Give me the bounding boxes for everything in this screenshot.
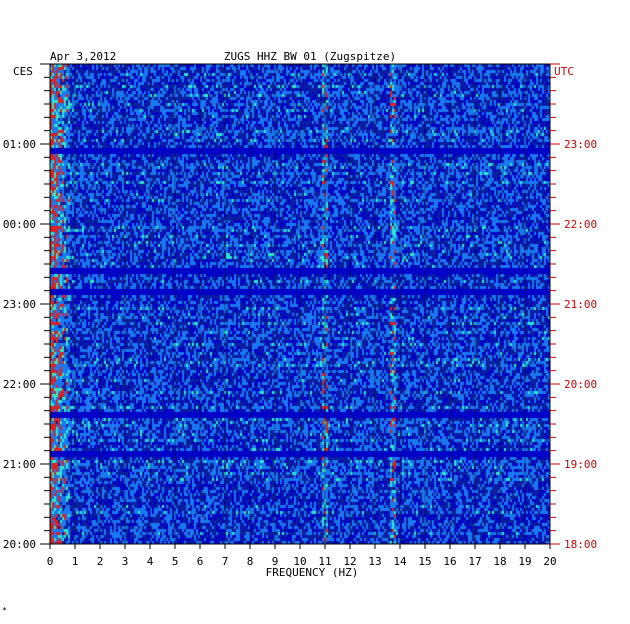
corner-mark: * [2, 606, 7, 615]
left-time-label: 20:00 [3, 538, 36, 551]
right-time-label: 18:00 [564, 538, 597, 551]
right-time-axis: 23:00 22:00 21:00 20:00 19:00 18:00 [550, 63, 597, 551]
right-timezone-label: UTC [554, 65, 574, 78]
frequency-gridlines [49, 64, 551, 544]
x-tick-label: 20 [543, 555, 556, 568]
right-time-label: 21:00 [564, 298, 597, 311]
right-time-label: 19:00 [564, 458, 597, 471]
x-tick-label: 1 [72, 555, 79, 568]
x-axis-label: FREQUENCY (HZ) [266, 566, 359, 579]
x-tick-label: 8 [247, 555, 254, 568]
x-tick-label: 5 [172, 555, 179, 568]
x-tick-label: 16 [443, 555, 456, 568]
x-tick-label: 17 [468, 555, 481, 568]
x-tick-label: 0 [47, 555, 54, 568]
x-axis: 0 1 2 3 4 5 6 7 8 9 10 11 12 13 14 15 16 17 18 19 20 [47, 544, 557, 568]
right-time-label: 23:00 [564, 138, 597, 151]
x-tick-label: 11 [318, 555, 331, 568]
left-time-label: 21:00 [3, 458, 36, 471]
x-tick-label: 7 [222, 555, 229, 568]
station-title: ZUGS HHZ BW 01 (Zugspitze) [224, 50, 396, 63]
x-tick-label: 14 [393, 555, 407, 568]
date-label: Apr 3,2012 [50, 50, 116, 63]
x-tick-label: 15 [418, 555, 431, 568]
x-tick-label: 6 [197, 555, 204, 568]
left-time-label: 01:00 [3, 138, 36, 151]
x-tick-label: 2 [97, 555, 104, 568]
x-tick-label: 10 [293, 555, 306, 568]
x-tick-label: 3 [122, 555, 129, 568]
x-tick-label: 19 [518, 555, 531, 568]
left-time-label: 22:00 [3, 378, 36, 391]
left-time-axis: 01:00 00:00 23:00 22:00 21:00 20:00 [3, 63, 50, 551]
x-tick-label: 12 [343, 555, 356, 568]
x-tick-label: 18 [493, 555, 506, 568]
x-tick-label: 4 [147, 555, 154, 568]
right-time-label: 20:00 [564, 378, 597, 391]
left-time-label: 23:00 [3, 298, 36, 311]
x-tick-label: 13 [368, 555, 381, 568]
left-timezone-label: CES [13, 65, 33, 78]
right-time-label: 22:00 [564, 218, 597, 231]
left-time-label: 00:00 [3, 218, 36, 231]
x-tick-label: 9 [272, 555, 279, 568]
